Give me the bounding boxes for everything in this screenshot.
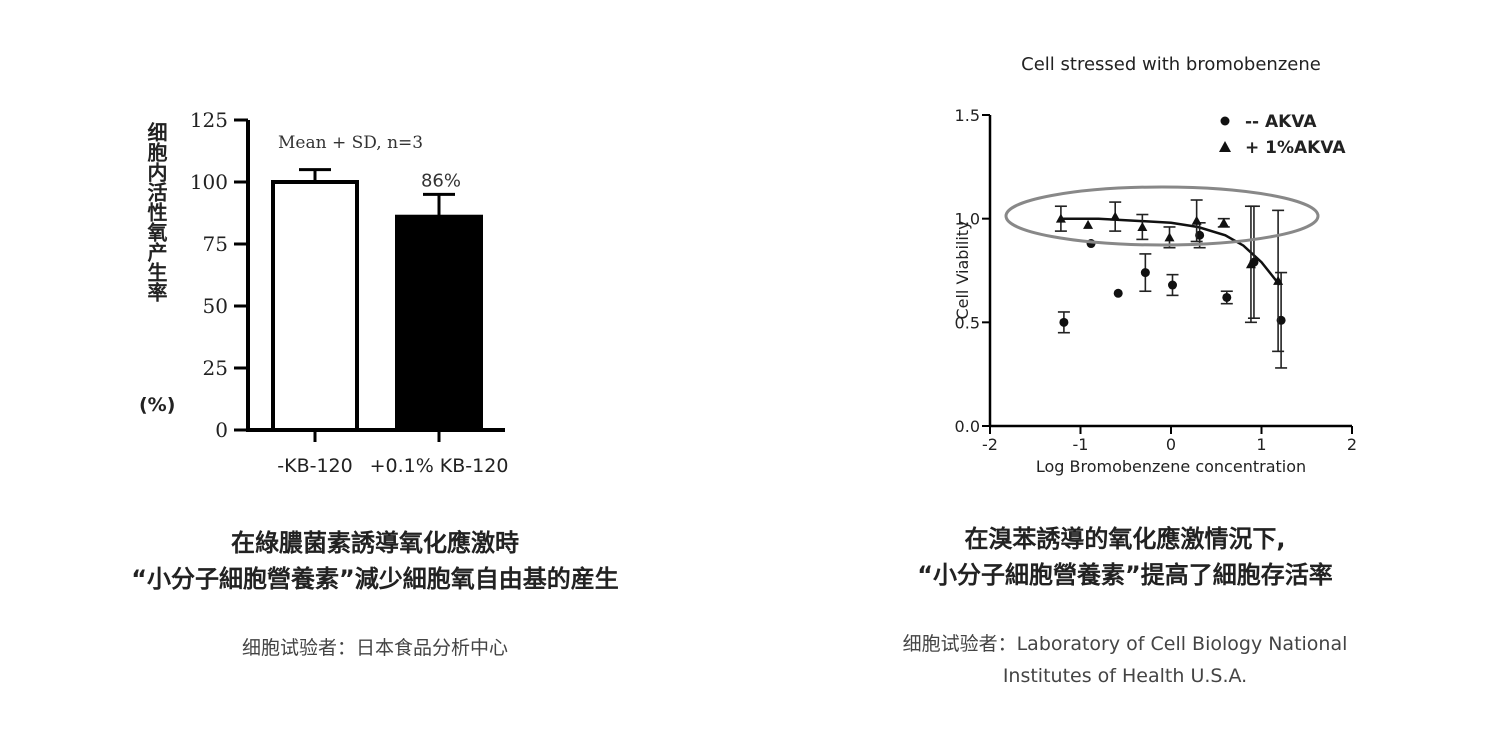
scatter-x-axis-label: Log Bromobenzene concentration (1036, 457, 1306, 476)
scatter-title: Cell stressed with bromobenzene (1021, 54, 1321, 75)
scatter-point-triangle (1055, 213, 1066, 223)
scatter-point-circle (1140, 268, 1150, 278)
scatter-point-triangle (1137, 221, 1148, 231)
legend-label: + 1%AKVA (1245, 138, 1346, 158)
legend-label: -- AKVA (1245, 112, 1317, 132)
scatter-y-tick-label: 1.5 (955, 106, 980, 125)
scatter-point-circle (1168, 280, 1177, 290)
bar-y-tick-label: 125 (190, 108, 228, 132)
scatter-point-triangle (1110, 211, 1121, 221)
bar-y-axis-label: 细胞内活性氧产生率 (144, 122, 168, 302)
bar-chart: 0 25 50 75 100 125 -KB-120 +0.1% KB-120 86% Mean … (190, 108, 509, 477)
left-caption-line1: 在綠膿菌素誘導氧化應激時 (231, 529, 519, 557)
scatter-point-triangle (1273, 275, 1284, 285)
bar-y-tick-label: 50 (203, 294, 228, 318)
scatter-highlight-ellipse (1004, 185, 1320, 247)
scatter-y-tick-label: 0.0 (955, 417, 980, 436)
scatter-x-tick-label: -2 (982, 435, 998, 454)
bar-category-label: +0.1% KB-120 (370, 455, 509, 477)
bar-y-tick-label: 25 (203, 356, 228, 380)
right-credit-line2: Institutes of Health U.S.A. (1002, 665, 1248, 687)
scatter-x-tick-label: 2 (1347, 435, 1357, 454)
bar-y-tick-label: 100 (190, 170, 228, 194)
scatter-point-triangle (1164, 232, 1175, 242)
scatter-fit-curve (1062, 217, 1281, 286)
scatter-x-tick-label: 1 (1256, 435, 1266, 454)
bar-y-axis-unit: (%) (139, 394, 176, 416)
scatter-point-circle (1222, 292, 1232, 302)
bar-category-label: -KB-120 (277, 455, 352, 477)
scatter-point-circle (1059, 317, 1069, 327)
legend-marker-triangle (1219, 141, 1231, 152)
bar-data-label: 86% (421, 170, 461, 191)
right-panel: Cell stressed with bromobenzene 0.0 0.5 1.0… (750, 0, 1500, 750)
left-panel: 0 25 50 75 100 125 -KB-120 +0.1% KB-120 86% Mean … (131, 108, 619, 659)
scatter-point-triangle (1218, 217, 1229, 227)
legend-marker-circle (1220, 116, 1230, 126)
bar (271, 180, 359, 432)
scatter-y-axis-label: Cell Viability (953, 220, 972, 319)
scatter-point-triangle (1245, 259, 1256, 269)
scatter-point-triangle (1083, 219, 1094, 229)
right-caption-line2: “小分子細胞營養素”提高了細胞存活率 (917, 561, 1333, 589)
left-caption-line2: “小分子細胞營養素”減少細胞氧自由基的産生 (131, 565, 619, 593)
bar-y-tick-label: 75 (203, 232, 228, 256)
scatter-x-tick-label: -1 (1073, 435, 1089, 454)
right-caption-line1: 在溴苯誘導的氧化應激情況下, (964, 525, 1286, 553)
bar-annotation: Mean + SD, n=3 (278, 133, 423, 153)
scatter-chart: Cell stressed with bromobenzene 0.0 0.5 1.0… (953, 54, 1357, 476)
scatter-y-tick-label: 1.0 (955, 210, 980, 229)
bar-y-tick-label: 0 (215, 418, 228, 442)
left-credit: 细胞试验者：日本食品分析中心 (241, 637, 508, 659)
scatter-point-triangle (1191, 215, 1202, 225)
scatter-y-tick-label: 0.5 (955, 313, 980, 332)
scatter-point-circle (1113, 288, 1123, 298)
right-credit-line1: 细胞试验者：Laboratory of Cell Biology Nationa… (902, 633, 1348, 655)
scatter-x-tick-label: 0 (1166, 435, 1176, 454)
bar (395, 214, 483, 432)
